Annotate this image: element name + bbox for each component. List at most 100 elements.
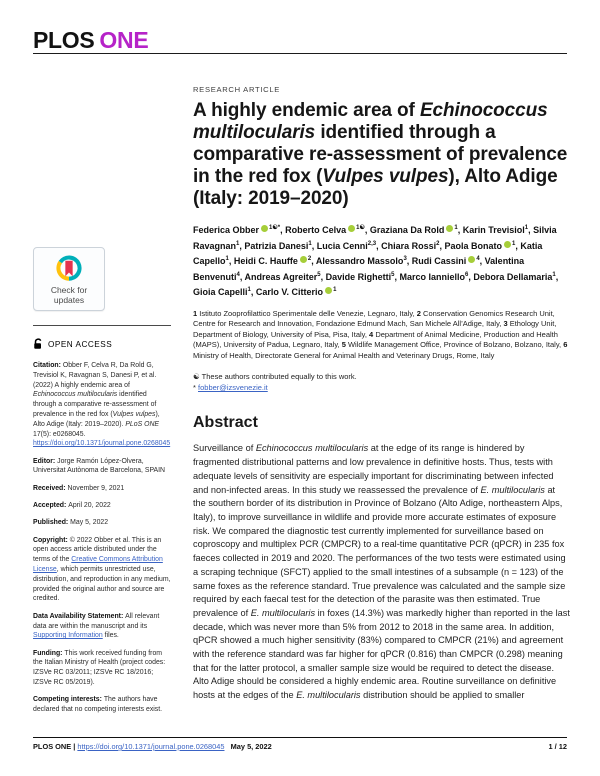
author-name: Katia Capello	[193, 240, 543, 267]
text-segment: 17(5): e0268045.	[33, 430, 86, 438]
page-number: 1 / 12	[548, 742, 568, 751]
author-affiliation-superscript: 1	[524, 225, 529, 231]
published-line: Published: May 5, 2022	[33, 518, 171, 528]
text-segment: This work received funding from the Ital…	[33, 649, 166, 687]
footer: PLOS ONE | https://doi.org/10.1371/journ…	[33, 742, 567, 751]
orcid-icon[interactable]	[446, 225, 454, 232]
article-main: RESEARCH ARTICLE A highly endemic area o…	[193, 85, 570, 703]
citation-block: Citation: Obber F, Celva R, Da Rold G, T…	[33, 361, 171, 449]
text-segment: identified through a comparative re-asse…	[193, 122, 568, 187]
author-name: Lucia Cenni	[316, 240, 368, 251]
author-affiliation-superscript: 4	[236, 271, 240, 278]
check-for-updates-badge[interactable]: Check for updates	[33, 247, 105, 311]
text-segment: E. multilocularis	[480, 484, 545, 495]
text-segment: Echinococcus multilocularis	[193, 100, 548, 143]
text-segment: ), Alto Adige (Italy: 2019–2020)	[193, 166, 558, 209]
orcid-icon[interactable]	[299, 256, 307, 263]
author-name: Graziana Da Rold	[369, 225, 445, 235]
author-affiliation-superscript: 4	[476, 256, 480, 262]
citation-doi-link[interactable]: https://doi.org/10.1371/journal.pone.026…	[33, 440, 171, 448]
text-segment: identified through a comparative re-asse…	[33, 391, 157, 418]
header-rule	[33, 53, 567, 54]
text-segment: in foxes (14.3%) was markedly higher tha…	[193, 607, 570, 701]
editor-block: Editor: Jorge Ramón López-Olvera, Univer…	[33, 457, 171, 477]
author-name: Gioia Capelli	[193, 287, 248, 297]
author-name: Carlo V. Citterio	[255, 287, 324, 297]
footer-doi-link[interactable]: https://doi.org/10.1371/journal.pone.026…	[77, 742, 225, 751]
author-name: Alessandro Massolo	[315, 256, 404, 266]
author-name: Heidi C. Hauffe	[233, 256, 298, 266]
author-name: Silvia Ravagnan	[193, 225, 557, 251]
plos-one-logo: PLOS ONE	[33, 27, 149, 54]
author-name: Rudi Cassini	[411, 256, 467, 266]
text-segment: 1	[193, 308, 200, 318]
text-segment: 5	[341, 340, 348, 350]
author-affiliation-superscript: 2	[436, 240, 440, 247]
orcid-icon[interactable]	[325, 287, 333, 294]
text-segment: Received:	[33, 484, 68, 492]
author-list: Federica Obber 1☯*, Roberto Celva 1☯, Graz…	[193, 225, 559, 297]
accepted-line: Accepted: April 20, 2022	[33, 501, 171, 511]
contribution-note: ☯ These authors contributed equally to t…	[193, 371, 570, 393]
article-title: A highly endemic area of Echinococcus mu…	[193, 100, 570, 210]
text-segment: Competing interests:	[33, 696, 104, 704]
text-segment: Ethology Unit, Department of Biology, Un…	[193, 319, 557, 339]
orcid-icon[interactable]	[468, 256, 476, 263]
text-segment: Jorge Ramón López-Olvera, Universitat Au…	[33, 457, 166, 475]
footer-citation: PLOS ONE | https://doi.org/10.1371/journ…	[33, 742, 272, 751]
logo-plos-text: PLOS	[33, 27, 95, 53]
text-segment: The authors have declared that no compet…	[33, 696, 163, 714]
author-name: Valentina Benvenuti	[193, 256, 525, 282]
supporting-information-link[interactable]: Supporting Information	[33, 632, 103, 640]
received-line: Received: November 9, 2021	[33, 484, 171, 494]
text-segment: A highly endemic area of	[193, 100, 420, 121]
author-name: Karin Trevisiol	[462, 225, 525, 235]
author-name: Debora Dellamaria	[473, 271, 553, 282]
author-name: Andreas Agreiter	[244, 271, 318, 282]
funding-block: Funding: This work received funding from…	[33, 649, 171, 688]
text-segment: at the edge of its range is hindered by …	[193, 443, 554, 495]
author-affiliation-superscript: 1	[333, 287, 337, 293]
article-type-label: RESEARCH ARTICLE	[193, 85, 281, 94]
sidebar-divider	[33, 325, 171, 326]
text-segment: E. multilocularis	[250, 607, 316, 618]
text-segment: Vulpes vulpes	[322, 166, 449, 187]
abstract-text: Surveillance of Echinococcus multilocula…	[193, 442, 570, 702]
text-segment: Obber F, Celva R, Da Rold G, Trevisiol K…	[33, 362, 157, 389]
open-lock-icon	[34, 338, 42, 349]
cc-license-link[interactable]: Creative Commons Attribution License	[33, 556, 163, 574]
sidebar: Check for updates OPEN ACCESS Citation: …	[33, 247, 171, 722]
text-segment: 2	[416, 308, 424, 318]
crossmark-icon	[56, 255, 82, 281]
text-segment: Copyright:	[33, 536, 70, 544]
text-segment: , which permits unrestricted use, distri…	[33, 566, 171, 603]
text-segment: November 9, 2021	[67, 484, 125, 492]
text-segment: Vulpes vulpes	[112, 410, 156, 418]
text-segment: Citation:	[33, 362, 63, 369]
corresponding-author-star: *	[193, 383, 199, 393]
orcid-icon[interactable]	[348, 225, 356, 232]
text-segment: Surveillance of	[193, 443, 256, 454]
text-segment: May 5, 2022	[224, 742, 272, 751]
author-affiliation-superscript: 5	[391, 271, 395, 278]
text-segment: PLoS ONE	[125, 420, 160, 428]
text-segment: distribution should be applied to smalle…	[360, 690, 525, 701]
orcid-icon[interactable]	[261, 225, 269, 232]
corresponding-email-link[interactable]: fobber@izsvenezie.it	[198, 383, 268, 393]
text-segment: 6	[563, 340, 568, 350]
competing-interests-block: Competing interests: The authors have de…	[33, 695, 171, 715]
author-name: Patrizia Danesi	[244, 240, 309, 251]
text-segment: PLOS ONE |	[33, 742, 78, 751]
text-segment: Department of Animal Medicine, Productio…	[193, 329, 558, 350]
open-access-label: OPEN ACCESS	[48, 339, 113, 349]
abstract-heading: Abstract	[193, 414, 258, 432]
author-name: Roberto Celva	[285, 225, 347, 235]
orcid-icon[interactable]	[504, 240, 512, 248]
author-affiliation-superscript: 1	[247, 287, 251, 293]
text-segment: Accepted:	[33, 502, 69, 510]
author-affiliation-superscript: 1	[552, 271, 556, 278]
logo-one-text: ONE	[99, 27, 149, 53]
text-segment: at the southern border of its distributi…	[193, 484, 566, 618]
text-segment: Wildlife Management Office, Province of …	[347, 340, 564, 350]
